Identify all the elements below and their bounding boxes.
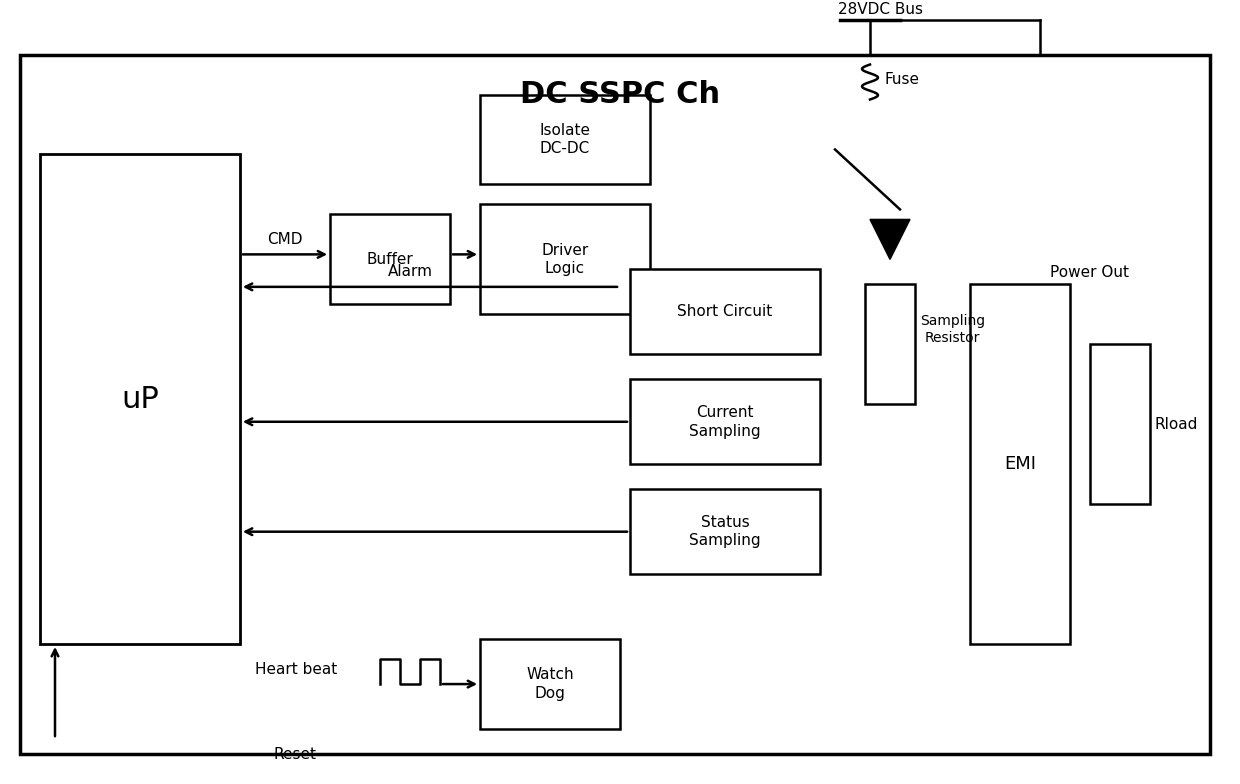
Text: uP: uP bbox=[122, 385, 159, 414]
Bar bbox=[866, 285, 915, 405]
Text: Status
Sampling: Status Sampling bbox=[689, 515, 761, 549]
Bar bbox=[40, 154, 241, 644]
Text: Watch
Dog: Watch Dog bbox=[526, 667, 574, 701]
Text: Power Out: Power Out bbox=[1050, 265, 1128, 280]
Text: Rload: Rload bbox=[1154, 417, 1198, 432]
Text: Heart beat: Heart beat bbox=[255, 662, 337, 677]
Text: DC SSPC Ch: DC SSPC Ch bbox=[520, 80, 720, 109]
Bar bbox=[480, 639, 620, 729]
Text: Reset: Reset bbox=[274, 746, 316, 761]
Text: Sampling
Resistor: Sampling Resistor bbox=[920, 314, 985, 345]
Text: Isolate
DC-DC: Isolate DC-DC bbox=[539, 122, 590, 156]
Text: Alarm: Alarm bbox=[387, 264, 433, 279]
Bar bbox=[970, 285, 1070, 644]
Bar bbox=[330, 214, 450, 304]
Bar bbox=[630, 489, 820, 574]
Bar bbox=[630, 270, 820, 354]
Text: Current
Sampling: Current Sampling bbox=[689, 405, 761, 438]
Text: Fuse: Fuse bbox=[885, 72, 920, 87]
Polygon shape bbox=[870, 220, 910, 260]
Bar bbox=[20, 55, 1210, 754]
Text: Short Circuit: Short Circuit bbox=[677, 304, 773, 319]
Text: 28VDC Bus: 28VDC Bus bbox=[837, 2, 923, 17]
Text: EMI: EMI bbox=[1004, 456, 1035, 474]
Text: Driver
Logic: Driver Logic bbox=[542, 242, 589, 276]
Bar bbox=[480, 95, 650, 184]
Bar bbox=[1090, 344, 1149, 504]
Bar bbox=[480, 205, 650, 314]
Text: Buffer: Buffer bbox=[367, 252, 413, 267]
Bar bbox=[630, 379, 820, 464]
Text: CMD: CMD bbox=[268, 232, 303, 247]
